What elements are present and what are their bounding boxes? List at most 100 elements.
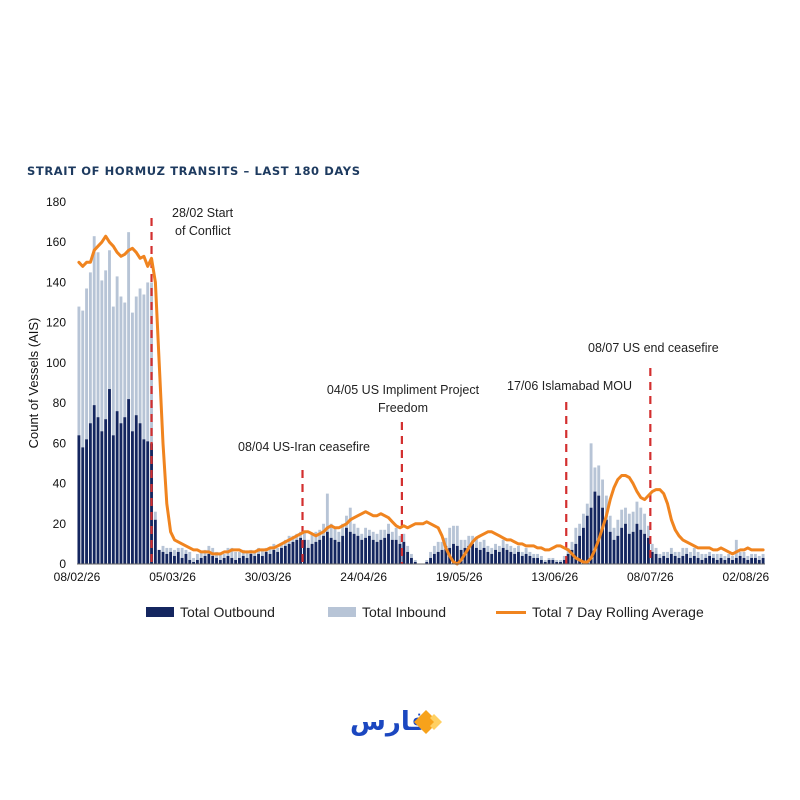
legend-label-outbound: Total Outbound	[180, 604, 275, 620]
bar-inbound	[207, 545, 211, 554]
bar-inbound	[696, 551, 700, 558]
bar-outbound	[329, 537, 333, 564]
bar-outbound	[264, 551, 268, 564]
bar-inbound	[173, 549, 176, 556]
bar-inbound	[432, 545, 436, 554]
bar-outbound	[513, 553, 517, 564]
bar-outbound	[96, 417, 100, 564]
bar-inbound	[612, 527, 616, 540]
bar-outbound	[459, 549, 463, 564]
bar-outbound	[138, 423, 142, 564]
bar-outbound	[436, 551, 440, 564]
bar-outbound	[299, 537, 303, 564]
bar-inbound	[195, 553, 199, 560]
bar-inbound	[153, 511, 157, 520]
bar-outbound	[517, 551, 520, 564]
bar-outbound	[750, 557, 754, 564]
bar-inbound	[337, 531, 341, 542]
y-tick-label: 160	[46, 235, 66, 249]
bar-inbound	[88, 272, 92, 424]
y-tick-label: 140	[46, 275, 66, 289]
legend-item-inbound: Total Inbound	[328, 604, 446, 620]
bar-inbound	[631, 511, 635, 532]
bar-outbound	[669, 553, 673, 564]
bar-outbound	[444, 545, 448, 564]
bar-inbound	[230, 547, 234, 558]
bar-inbound	[627, 513, 631, 534]
bar-outbound	[608, 531, 612, 564]
bar-outbound	[666, 557, 669, 564]
bar-outbound	[551, 559, 555, 564]
bar-inbound	[184, 549, 188, 554]
bar-inbound	[616, 519, 620, 536]
bar-outbound	[410, 557, 413, 564]
bar-inbound	[352, 523, 356, 534]
event-annotation: 28/02 Start	[172, 206, 234, 220]
bar-inbound	[253, 551, 257, 556]
bar-outbound	[314, 541, 318, 564]
legend-item-outbound: Total Outbound	[146, 604, 275, 620]
bar-outbound	[134, 415, 138, 564]
rolling-average-line	[77, 234, 765, 566]
bar-outbound	[123, 417, 127, 564]
bar-inbound	[601, 479, 604, 508]
bar-outbound	[646, 537, 650, 564]
x-tick-label: 19/05/26	[436, 570, 483, 584]
bar-inbound	[666, 551, 669, 558]
bar-outbound	[490, 553, 494, 564]
bar-inbound	[593, 467, 597, 492]
bar-inbound	[379, 529, 383, 540]
bar-outbound	[696, 557, 700, 564]
bar-inbound	[306, 539, 310, 548]
bar-outbound	[165, 553, 169, 564]
bar-inbound	[555, 559, 559, 562]
x-tick-label: 30/03/26	[245, 570, 292, 584]
bar-outbound	[173, 555, 176, 564]
bar-outbound	[302, 539, 306, 564]
bar-inbound	[654, 547, 658, 554]
bar-outbound	[486, 551, 490, 564]
bar-inbound	[390, 531, 394, 540]
bar-outbound	[761, 557, 765, 564]
bar-inbound	[578, 523, 582, 536]
bar-outbound	[723, 559, 727, 564]
bar-inbound	[482, 539, 486, 548]
bar-inbound	[597, 465, 601, 496]
bar-outbound	[650, 551, 654, 564]
bar-outbound	[555, 561, 559, 564]
bar-outbound	[306, 547, 310, 564]
bar-inbound	[635, 501, 639, 524]
bar-inbound	[700, 553, 704, 560]
bar-inbound	[310, 533, 314, 544]
bar-outbound	[203, 555, 207, 564]
logo-diamond-icon	[414, 710, 442, 734]
bar-outbound	[673, 555, 677, 564]
bar-outbound	[742, 557, 746, 564]
bar-outbound	[582, 527, 585, 564]
bar-inbound	[639, 507, 643, 530]
bar-outbound	[379, 539, 383, 564]
bar-outbound	[238, 557, 241, 564]
bar-outbound	[176, 551, 180, 564]
bar-inbound	[685, 547, 689, 554]
event-annotation: 17/06 Islamabad MOU	[507, 379, 632, 393]
bar-inbound	[176, 547, 180, 552]
bar-outbound	[280, 547, 283, 564]
bar-outbound	[413, 561, 417, 564]
bar-outbound	[505, 549, 509, 564]
bar-outbound	[318, 539, 322, 564]
bar-outbound	[371, 539, 375, 564]
bar-outbound	[681, 555, 685, 564]
bar-outbound	[440, 549, 444, 564]
bar-outbound	[356, 535, 360, 564]
event-annotation: 08/07 US end ceasefire	[588, 341, 719, 355]
bar-outbound	[501, 547, 505, 564]
bar-outbound	[528, 555, 532, 564]
bar-outbound	[211, 555, 215, 564]
bar-outbound	[142, 439, 146, 564]
bar-inbound	[658, 553, 662, 558]
bar-inbound	[562, 555, 566, 560]
bar-outbound	[738, 555, 742, 564]
bar-inbound	[429, 551, 432, 558]
bar-outbound	[685, 553, 689, 564]
